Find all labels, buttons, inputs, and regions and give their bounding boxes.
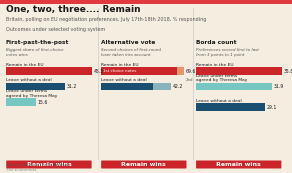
Text: Remain in the EU: Remain in the EU <box>6 63 43 67</box>
Text: Britain, polling on EU negotiation preferences, July 17th-18th 2018, % respondin: Britain, polling on EU negotiation prefe… <box>6 17 206 22</box>
Bar <box>196 83 272 90</box>
Text: 1st choice notes: 1st choice notes <box>103 69 136 73</box>
Text: 45.3: 45.3 <box>93 69 104 74</box>
Text: Alternative vote: Alternative vote <box>101 40 155 45</box>
Text: Preferences scored first to last
from 3 points to 1 point: Preferences scored first to last from 3 … <box>196 48 258 57</box>
Text: 31.9: 31.9 <box>274 84 284 89</box>
Bar <box>6 67 92 75</box>
Text: Leave without a deal: Leave without a deal <box>101 79 147 83</box>
Bar <box>153 83 171 90</box>
Bar <box>6 98 36 106</box>
Text: 29.1: 29.1 <box>267 105 277 110</box>
Text: 35.8: 35.8 <box>283 69 292 74</box>
Bar <box>101 67 177 75</box>
Text: Remain wins: Remain wins <box>27 162 71 167</box>
Text: Remain wins: Remain wins <box>216 162 261 167</box>
Text: Remain in the EU: Remain in the EU <box>101 63 138 67</box>
Bar <box>101 83 153 90</box>
Text: Biggest share of first-choice
votes wins: Biggest share of first-choice votes wins <box>6 48 63 57</box>
Bar <box>6 83 65 90</box>
Text: Leave under terms
agreed by Theresa May: Leave under terms agreed by Theresa May <box>196 74 247 83</box>
Text: One, two, three.... Remain: One, two, three.... Remain <box>6 5 141 14</box>
FancyBboxPatch shape <box>196 161 281 169</box>
Text: The Economist: The Economist <box>6 168 36 172</box>
Bar <box>196 103 265 111</box>
Text: 69.6: 69.6 <box>186 69 196 74</box>
Text: Outcomes under selected voting system: Outcomes under selected voting system <box>6 27 105 32</box>
Text: 15.6: 15.6 <box>37 100 47 105</box>
FancyBboxPatch shape <box>101 161 187 169</box>
Text: 2nd: 2nd <box>185 78 193 82</box>
FancyBboxPatch shape <box>6 161 92 169</box>
Text: Source: YouGov/The Economist: Source: YouGov/The Economist <box>6 163 70 167</box>
Text: 31.2: 31.2 <box>67 84 77 89</box>
Text: Leave without a deal: Leave without a deal <box>6 79 52 83</box>
Text: Leave under terms
agreed by Theresa May: Leave under terms agreed by Theresa May <box>6 89 57 98</box>
Text: Borda count: Borda count <box>196 40 236 45</box>
Text: Leave without a deal: Leave without a deal <box>196 99 241 103</box>
Text: First-past-the-post: First-past-the-post <box>6 40 69 45</box>
Text: 42.2: 42.2 <box>173 84 183 89</box>
Bar <box>0 0 292 4</box>
Bar <box>196 67 282 75</box>
Text: Remain wins: Remain wins <box>121 162 166 167</box>
Text: Second choices of first-round
loser taken into account: Second choices of first-round loser take… <box>101 48 161 57</box>
Bar <box>177 67 184 75</box>
Text: Remain in the EU: Remain in the EU <box>196 63 233 67</box>
